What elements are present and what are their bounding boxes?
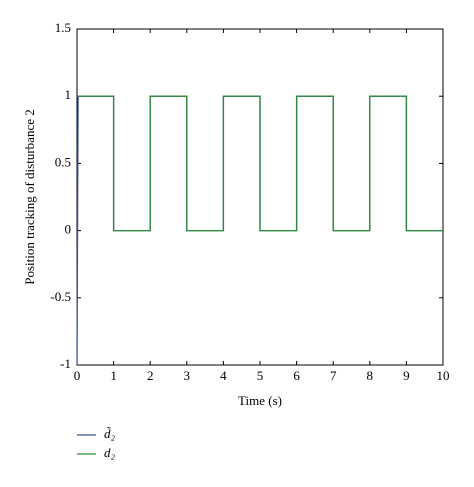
x-tick-label: 7 xyxy=(330,368,337,383)
y-tick-label: 1.5 xyxy=(55,20,71,35)
legend-label: d₂ xyxy=(104,445,116,460)
y-tick-label: 0.5 xyxy=(55,154,71,169)
x-tick-label: 1 xyxy=(110,368,117,383)
x-tick-label: 5 xyxy=(257,368,264,383)
x-tick-label: 0 xyxy=(74,368,81,383)
x-tick-label: 9 xyxy=(403,368,410,383)
y-tick-label: -0.5 xyxy=(50,289,71,304)
y-axis-label: Position tracking of disturbance 2 xyxy=(22,109,37,284)
x-tick-label: 2 xyxy=(147,368,154,383)
y-tick-label: 0 xyxy=(65,222,72,237)
x-axis-label: Time (s) xyxy=(238,393,282,408)
series-line xyxy=(77,95,443,232)
x-tick-label: 10 xyxy=(437,368,450,383)
legend-label: d̃₂ xyxy=(104,426,116,441)
x-tick-label: 4 xyxy=(220,368,227,383)
x-tick-label: 6 xyxy=(293,368,300,383)
y-tick-label: 1 xyxy=(65,87,72,102)
x-tick-label: 8 xyxy=(367,368,374,383)
x-tick-label: 3 xyxy=(184,368,191,383)
y-tick-label: -1 xyxy=(60,356,71,371)
